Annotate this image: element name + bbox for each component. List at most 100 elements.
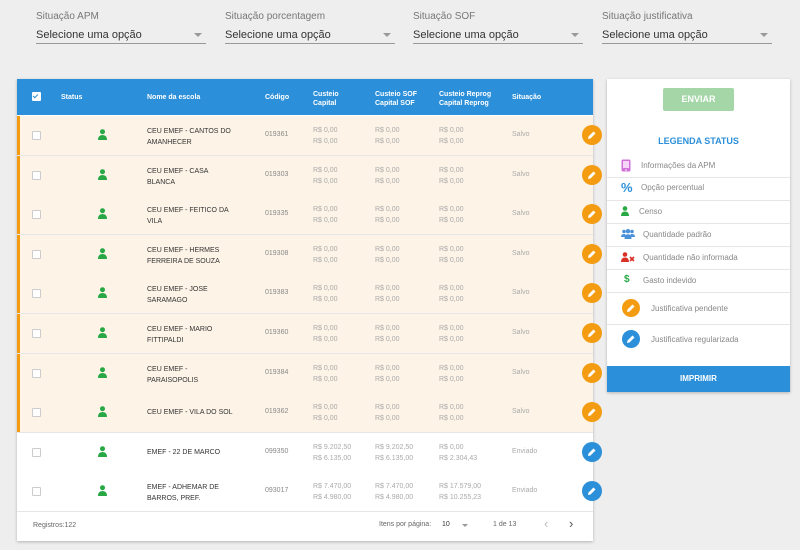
custeio-value: R$ 0,00 <box>313 404 338 412</box>
legend-label: Opção percentual <box>641 183 705 192</box>
school-name-line2: FERREIRA DE SOUZA <box>147 257 220 265</box>
filter-situacao-justificativa: Situação justificativa Selecione uma opç… <box>602 11 772 44</box>
capital-reprog-value: R$ 0,00 <box>439 177 464 185</box>
enviar-button[interactable]: ENVIAR <box>663 88 734 111</box>
school-name-line1: CEU EMEF - MARIO <box>147 326 213 333</box>
edit-button[interactable] <box>582 481 602 502</box>
custeio-capital-sof: R$ 0,00 R$ 0,00 <box>375 204 400 226</box>
custeio-capital-reprog: R$ 0,00 R$ 0,00 <box>439 402 464 424</box>
custeio-sof-value: R$ 9.202,50 <box>375 443 414 451</box>
table-row: CEU EMEF - CASA BLANCA 019303 R$ 0,00 R$ 0,0… <box>17 155 602 196</box>
prev-page-button[interactable]: ‹ <box>544 516 549 531</box>
custeio-capital: R$ 0,00 R$ 0,00 <box>313 165 338 187</box>
school-name-line1: CEU EMEF - <box>147 365 188 373</box>
capital-value: R$ 0,00 <box>313 415 338 423</box>
school-name-line1: CEU EMEF - CASA <box>147 167 209 175</box>
table-row: CEU EMEF - PARAISOPOLIS 019384 R$ 0,00 R$ 0,… <box>17 353 602 394</box>
capital-reprog-value: R$ 0,00 <box>439 296 464 304</box>
capital-sof-value: R$ 0,00 <box>375 375 400 383</box>
row-checkbox[interactable] <box>32 170 41 180</box>
custeio-capital-reprog: R$ 0,00 R$ 0,00 <box>439 363 464 385</box>
filter-situacao-porcentagem: Situação porcentagem Selecione uma opção <box>225 11 395 44</box>
col-reprog-line1: Custeio Reprog <box>439 91 492 98</box>
school-code: 019308 <box>265 249 289 257</box>
school-name: CEU EMEF - CANTOS DO AMANHECER <box>147 126 247 148</box>
custeio-capital: R$ 0,00 R$ 0,00 <box>313 244 338 266</box>
school-name: CEU EMEF - MARIO FITTIPALDI <box>147 324 247 346</box>
situacao-apm-select[interactable]: Selecione uma opção <box>36 27 206 44</box>
edit-button[interactable] <box>582 243 602 264</box>
legend-label: Informações da APM <box>641 161 716 170</box>
row-checkbox[interactable] <box>32 249 41 259</box>
school-name: CEU EMEF - FEITICO DA VILA <box>147 205 247 227</box>
person-x-icon <box>621 252 635 265</box>
row-checkbox[interactable] <box>32 487 41 497</box>
capital-sof-value: R$ 0,00 <box>375 138 400 145</box>
custeio-capital-sof: R$ 0,00 R$ 0,00 <box>375 363 400 385</box>
situacao-justificativa-select[interactable]: Selecione uma opção <box>602 27 772 44</box>
row-checkbox[interactable] <box>32 408 41 418</box>
situacao-porcentagem-select[interactable]: Selecione uma opção <box>225 27 395 44</box>
select-value: Selecione uma opção <box>413 29 519 41</box>
school-name-line1: EMEF - 22 DE MARCO <box>147 448 221 456</box>
row-checkbox[interactable] <box>32 289 41 299</box>
edit-button[interactable] <box>582 204 602 225</box>
imprimir-button[interactable]: IMPRIMIR <box>607 366 790 392</box>
custeio-capital: R$ 0,00 R$ 0,00 <box>313 125 338 147</box>
capital-sof-value: R$ 4.980,00 <box>375 494 414 502</box>
row-checkbox[interactable] <box>32 131 41 140</box>
edit-button[interactable] <box>582 323 602 343</box>
school-name-line1: EMEF - ADHEMAR DE <box>147 484 219 492</box>
custeio-reprog-value: R$ 17.579,00 <box>439 483 482 491</box>
legend-label: Quantidade padrão <box>643 230 712 239</box>
col-custeio-line1: Custeio <box>313 91 339 98</box>
caret-down-icon <box>760 33 768 37</box>
school-name-line2: AMANHECER <box>147 139 192 146</box>
custeio-value: R$ 0,00 <box>313 245 338 253</box>
legend-item: Justificativa regularizada <box>607 324 790 356</box>
table-row: CEU EMEF - MARIO FITTIPALDI 019360 R$ 0,00 R… <box>17 314 602 354</box>
group-icon <box>621 229 635 241</box>
caret-down-icon <box>383 33 391 37</box>
legend-panel: ENVIAR LEGENDA STATUS Informações da APM… <box>607 79 790 392</box>
person-icon <box>98 208 107 220</box>
row-checkbox[interactable] <box>32 447 41 457</box>
select-all-checkbox[interactable] <box>32 92 41 101</box>
capital-sof-value: R$ 0,00 <box>375 177 400 185</box>
col-custeio-line2: Capital <box>313 100 337 107</box>
school-name-line1: CEU EMEF - JOSE <box>147 286 208 294</box>
table-row: CEU EMEF - FEITICO DA VILA 019335 R$ 0,00 R$… <box>17 195 602 236</box>
custeio-capital: R$ 9.202,50 R$ 6.135,00 <box>313 442 351 464</box>
row-checkbox[interactable] <box>32 329 41 338</box>
person-icon <box>98 327 107 338</box>
row-checkbox[interactable] <box>32 210 41 220</box>
custeio-capital-sof: R$ 0,00 R$ 0,00 <box>375 125 400 147</box>
custeio-capital-reprog: R$ 0,00 R$ 2.304,43 <box>439 442 477 464</box>
school-code: 019362 <box>265 408 289 416</box>
edit-button[interactable] <box>582 125 602 145</box>
custeio-sof-value: R$ 0,00 <box>375 325 400 332</box>
legend-label: Gasto indevido <box>643 276 697 285</box>
situacao-status: Salvo <box>512 170 530 178</box>
filter-label: Situação porcentagem <box>225 11 326 22</box>
capital-value: R$ 0,00 <box>313 217 338 225</box>
itens-por-pagina-select[interactable]: 10 <box>442 521 470 528</box>
col-reprog-line2: Capital Reprog <box>439 100 489 107</box>
edit-button[interactable] <box>582 362 602 383</box>
col-reprog: Custeio Reprog Capital Reprog <box>439 90 491 108</box>
edit-button[interactable] <box>582 283 602 304</box>
custeio-sof-value: R$ 0,00 <box>375 166 400 174</box>
next-page-button[interactable]: › <box>569 516 574 531</box>
row-checkbox[interactable] <box>32 368 41 378</box>
edit-button[interactable] <box>582 441 602 462</box>
col-codigo: Código <box>265 94 290 101</box>
edit-button[interactable] <box>582 402 602 423</box>
custeio-capital: R$ 0,00 R$ 0,00 <box>313 323 338 345</box>
capital-sof-value: R$ 0,00 <box>375 415 400 423</box>
edit-button[interactable] <box>582 164 602 185</box>
col-custeio: Custeio Capital <box>313 90 339 108</box>
custeio-reprog-value: R$ 0,00 <box>439 206 464 214</box>
custeio-reprog-value: R$ 0,00 <box>439 443 464 451</box>
percent-icon: % <box>621 180 633 195</box>
situacao-sof-select[interactable]: Selecione uma opção <box>413 27 583 44</box>
